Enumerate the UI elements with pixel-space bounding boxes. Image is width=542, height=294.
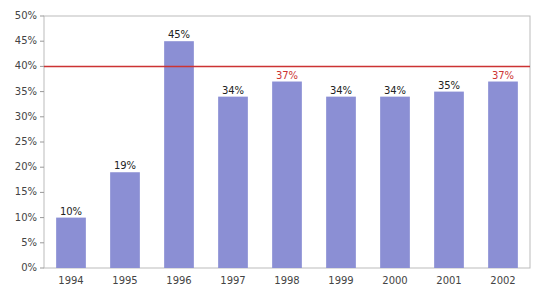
y-tick <box>40 41 44 42</box>
y-tick-label: 35% <box>15 86 37 97</box>
y-tick <box>40 217 44 218</box>
reference <box>44 66 530 67</box>
y-tick-label: 30% <box>15 111 37 122</box>
data-label: 45% <box>168 29 190 40</box>
plot-frame <box>44 16 530 268</box>
bars <box>56 41 518 268</box>
y-tick-label: 20% <box>15 161 37 172</box>
bar <box>56 218 86 268</box>
y-tick <box>40 116 44 117</box>
y-tick <box>40 242 44 243</box>
data-label: 34% <box>330 85 352 96</box>
x-tick-label: 1994 <box>58 275 83 286</box>
data-label: 10% <box>60 206 82 217</box>
chart: 0% 5% 10% 15% 20% 25% 30% 35% 40% 45% 50% 10% 19% 45%… <box>0 0 542 294</box>
y-tick <box>40 142 44 143</box>
y-tick <box>40 167 44 168</box>
reference-line <box>44 66 530 68</box>
y-tick-label: 45% <box>15 35 37 46</box>
y-tick-label: 40% <box>15 60 37 71</box>
data-labels: 10% 19% 45% 34% 37% 34% 34% 35% 37% <box>60 29 514 216</box>
y-tick <box>40 192 44 193</box>
data-label: 37% <box>276 70 298 81</box>
y-tick <box>40 66 44 67</box>
bar <box>380 97 410 268</box>
y-tick <box>40 91 44 92</box>
y-tick-label: 5% <box>21 237 37 248</box>
y-tick <box>40 268 44 269</box>
bar <box>326 97 356 268</box>
y-tick-label: 25% <box>15 136 37 147</box>
y-tick-label: 15% <box>15 186 37 197</box>
x-tick-label: 2001 <box>436 275 461 286</box>
bar <box>218 97 248 268</box>
data-label: 35% <box>438 80 460 91</box>
x-tick-label: 2002 <box>490 275 515 286</box>
bar <box>110 172 140 268</box>
y-tick-label: 0% <box>21 262 37 273</box>
bar <box>164 41 194 268</box>
x-tick-label: 1997 <box>220 275 245 286</box>
x-tick-label: 1998 <box>274 275 299 286</box>
y-tick-label: 10% <box>15 212 37 223</box>
y-tick <box>40 16 44 17</box>
y-tick-label: 50% <box>15 10 37 21</box>
bar <box>434 92 464 268</box>
data-label: 34% <box>384 85 406 96</box>
y-axis: 0% 5% 10% 15% 20% 25% 30% 35% 40% 45% 50% <box>15 10 44 273</box>
x-tick-label: 2000 <box>382 275 407 286</box>
data-label: 37% <box>492 70 514 81</box>
bar <box>488 82 518 268</box>
data-label: 19% <box>114 160 136 171</box>
x-tick-label: 1995 <box>112 275 137 286</box>
data-label: 34% <box>222 85 244 96</box>
x-axis: 1994 1995 1996 1997 1998 1999 2000 2001 2002 <box>58 275 515 286</box>
bar <box>272 82 302 268</box>
x-tick-label: 1996 <box>166 275 191 286</box>
x-tick-label: 1999 <box>328 275 353 286</box>
